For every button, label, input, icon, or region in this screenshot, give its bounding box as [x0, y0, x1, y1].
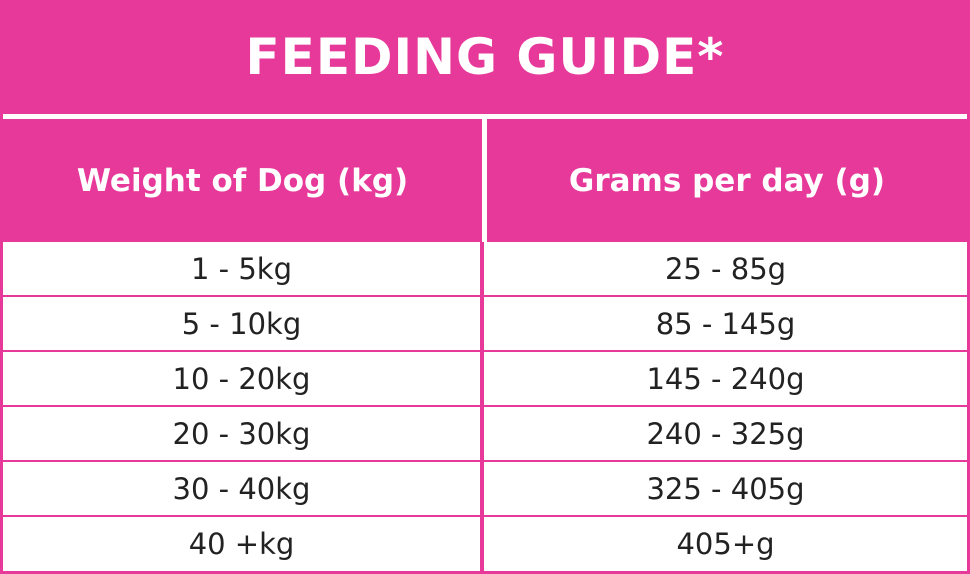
table-row: 1 - 5kg 25 - 85g	[3, 242, 967, 297]
weight-cell: 40 +kg	[3, 517, 484, 571]
grams-cell: 25 - 85g	[664, 251, 787, 286]
weight-cell: 10 - 20kg	[3, 352, 484, 405]
weight-cell: 5 - 10kg	[3, 297, 484, 350]
table-row: 20 - 30kg 240 - 325g	[3, 407, 967, 462]
table-body: 1 - 5kg 25 - 85g 5 - 10kg 85 - 145g 10 -…	[3, 242, 967, 571]
table-row: 40 +kg 405+g	[3, 517, 967, 571]
table-row: 10 - 20kg 145 - 240g	[3, 352, 967, 407]
table-title: FEEDING GUIDE*	[3, 0, 967, 114]
grams-cell: 85 - 145g	[655, 306, 796, 341]
weight-cell: 1 - 5kg	[3, 242, 484, 295]
column-header-weight: Weight of Dog (kg)	[3, 119, 482, 242]
grams-cell: 325 - 405g	[646, 471, 805, 506]
grams-cell: 145 - 240g	[646, 361, 805, 396]
grams-cell: 405+g	[676, 527, 775, 561]
grams-cell: 240 - 325g	[646, 416, 805, 451]
weight-cell: 30 - 40kg	[3, 462, 484, 515]
weight-cell: 20 - 30kg	[3, 407, 484, 460]
column-header-grams: Grams per day (g)	[487, 119, 967, 242]
table-row: 30 - 40kg 325 - 405g	[3, 462, 967, 517]
table-row: 5 - 10kg 85 - 145g	[3, 297, 967, 352]
header-row: Weight of Dog (kg) Grams per day (g)	[3, 119, 967, 242]
